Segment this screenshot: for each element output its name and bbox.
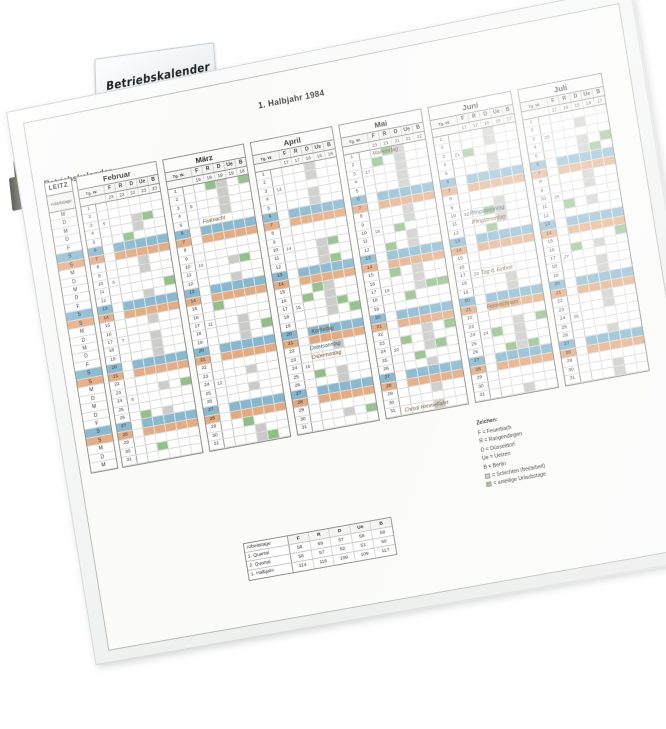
day-number-cell[interactable]: 31 — [385, 406, 402, 417]
legend-swatch-green-icon — [485, 481, 492, 488]
calendar-day-cell[interactable] — [637, 361, 649, 370]
day-number-cell[interactable]: 31 — [474, 390, 492, 401]
calendar-grid: 1. Halbjahr 1984 Betriebskalender LEITZ … — [24, 4, 666, 652]
day-number-cell[interactable]: 31 — [208, 439, 226, 450]
plastic-sleeve: 1. Halbjahr 1984 Betriebskalender LEITZ … — [6, 0, 666, 667]
legend-swatch-gray-icon — [484, 472, 491, 479]
period-title: 1. Halbjahr 1984 — [257, 88, 326, 111]
day-number-cell[interactable]: 31 — [121, 455, 138, 466]
summary-table: Arbeitstage F R D Ue B 1. Quartal 58 59 57 58 58 2. … — [242, 516, 398, 582]
day-number-cell[interactable]: 31 — [296, 423, 314, 434]
calendar-day-cell[interactable] — [456, 395, 467, 404]
calendar-day-cell[interactable] — [546, 378, 557, 387]
day-number-cell[interactable]: 31 — [564, 373, 582, 385]
calendar-day-cell[interactable] — [191, 443, 202, 452]
calendar-day-cell[interactable] — [367, 411, 378, 420]
calendar-paper: 1. Halbjahr 1984 Betriebskalender LEITZ … — [22, 3, 666, 652]
legend-box: Zeichen: F = Feuerbach R = Rangendingen D … — [476, 395, 621, 490]
calendar-day-cell[interactable] — [279, 427, 290, 436]
document-sheet: 1. Halbjahr 1984 Betriebskalender LEITZ … — [6, 0, 666, 705]
summary-value-cell: 117 — [381, 548, 390, 555]
